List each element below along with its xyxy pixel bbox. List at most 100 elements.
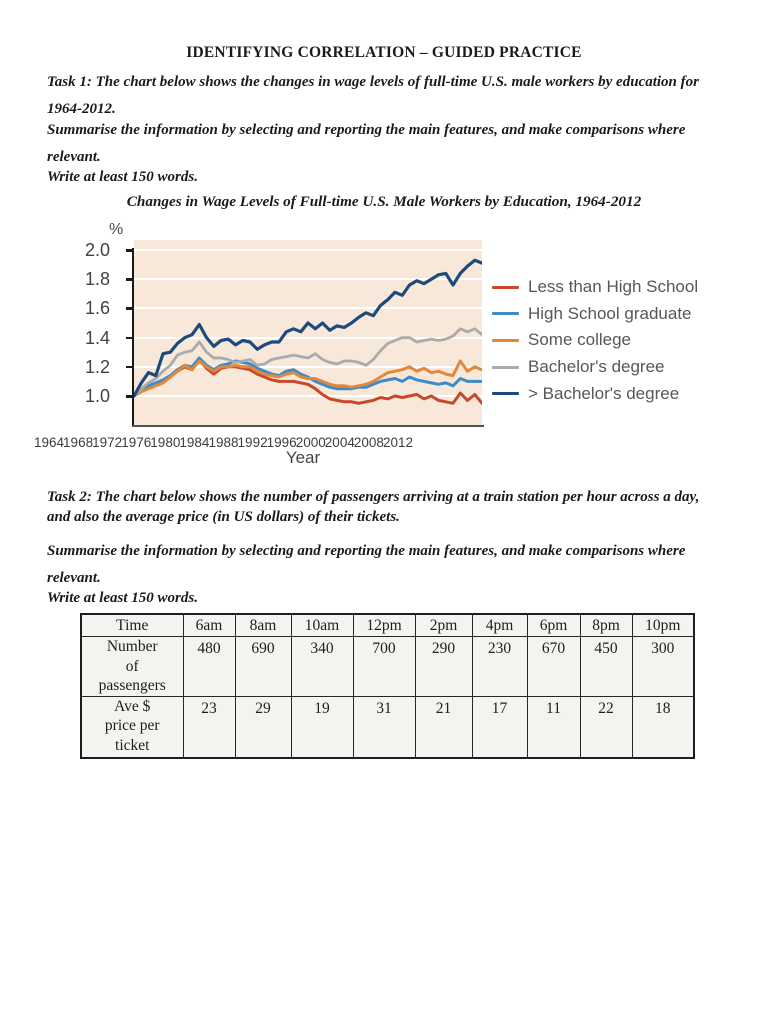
x-tick-label: 1976 — [121, 435, 152, 450]
legend-label: Bachelor's degree — [528, 357, 665, 377]
y-tick-mark — [126, 307, 134, 310]
table-header-row: Time 6am 8am 10am 12pm 2pm 4pm 6pm 8pm 10pm — [80, 613, 695, 637]
legend-swatch — [492, 312, 519, 316]
table-cell: 340 — [290, 636, 354, 697]
text-line: Summarise the information by selecting a… — [47, 122, 686, 138]
chart-title: Changes in Wage Levels of Full-time U.S.… — [126, 193, 642, 210]
y-tick-label: 2.0 — [84, 240, 110, 260]
table-cell: 19 — [290, 695, 354, 759]
legend-label: High School graduate — [528, 303, 692, 323]
x-tick-label: 2004 — [324, 435, 355, 450]
table-header-cell: 6am — [182, 613, 236, 637]
table-cell: 480 — [182, 636, 236, 697]
gridline — [134, 307, 482, 310]
x-tick-label: 1984 — [179, 435, 210, 450]
table-cell: 31 — [352, 695, 416, 759]
x-tick-label: 1996 — [266, 435, 297, 450]
text-line: Task 1: The chart below shows the change… — [47, 74, 699, 90]
table-cell: 290 — [414, 636, 473, 697]
x-tick-label: 1988 — [208, 435, 239, 450]
y-tick-label: 1.4 — [84, 327, 110, 348]
table-cell: 11 — [526, 695, 581, 759]
gridline — [134, 249, 482, 251]
table-cell: 17 — [471, 695, 528, 759]
y-tick-mark — [126, 336, 134, 340]
y-tick-label: 1.2 — [84, 356, 110, 377]
legend-label: Less than High School — [528, 277, 699, 296]
y-tick-label: 1.6 — [84, 298, 110, 319]
series-line-bachelor-s-degree — [134, 327, 482, 398]
table-header-cell: 4pm — [471, 613, 528, 637]
page-title: IDENTIFYING CORRELATION – GUIDED PRACTIC… — [186, 44, 582, 61]
plot-area — [131, 240, 484, 427]
x-tick-label: 1972 — [92, 435, 123, 450]
x-tick-label: 1968 — [63, 435, 94, 450]
wage-levels-line-chart: % Year 2.0 1.8 1.6 1.4 1.2 1.0 1964 1968 1972 197… — [0, 218, 768, 480]
task2-word-count: Write at least 150 words. — [47, 590, 198, 606]
gridline — [134, 395, 482, 397]
y-tick-mark — [126, 395, 134, 398]
chart-series-svg — [134, 258, 482, 405]
gridline — [134, 336, 482, 339]
text-line: and also the average price (in US dollar… — [47, 508, 400, 525]
table-header-cell: 10pm — [631, 613, 695, 637]
gridline — [134, 278, 482, 281]
table-cell: 690 — [234, 636, 292, 697]
legend-swatch — [492, 338, 519, 342]
legend-swatch — [492, 365, 519, 369]
task1-instruction: Summarise the information by selecting a… — [47, 117, 737, 170]
y-tick-mark — [126, 365, 134, 369]
table-cell: 450 — [579, 636, 633, 697]
table-header-cell: 12pm — [352, 613, 416, 637]
task2-prompt: Task 2: The chart below shows the number… — [47, 488, 737, 527]
y-tick-label: 1.8 — [84, 269, 110, 290]
series-line-some-college — [134, 359, 482, 398]
task2-instruction: Summarise the information by selecting a… — [47, 538, 737, 591]
table-row-label: Ave $ price per ticket — [80, 695, 184, 759]
legend-swatch — [492, 285, 519, 289]
y-axis-unit-label: % — [109, 221, 124, 238]
table-cell: 300 — [631, 636, 695, 697]
table-cell: 670 — [526, 636, 581, 697]
text-line: 1964-2012. — [47, 100, 116, 117]
y-tick-label: 1.0 — [84, 386, 110, 406]
table-row: Ave $ price per ticket 23 29 19 31 21 17 11 22 18 — [80, 695, 695, 759]
x-tick-label: 2008 — [353, 435, 384, 450]
passenger-data-table: Time 6am 8am 10am 12pm 2pm 4pm 6pm 8pm 10pm Number… — [80, 613, 695, 759]
table-cell: 18 — [631, 695, 695, 759]
x-axis-line — [131, 424, 484, 427]
table-header-cell: Time — [80, 613, 184, 637]
legend-swatch — [492, 392, 519, 396]
text-line: relevant. — [47, 148, 101, 165]
table-cell: 22 — [579, 695, 633, 759]
x-tick-label: 1980 — [150, 435, 181, 450]
y-tick-mark — [126, 278, 134, 281]
table-cell: 29 — [234, 695, 292, 759]
table-header-cell: 10am — [290, 613, 354, 637]
table-header-cell: 8pm — [579, 613, 633, 637]
x-tick-label: 1992 — [237, 435, 268, 450]
table-header-cell: 8am — [234, 613, 292, 637]
table-cell: 700 — [352, 636, 416, 697]
text-line: Task 2: The chart below shows the number… — [47, 489, 700, 505]
gridline — [134, 365, 482, 368]
task1-prompt: Task 1: The chart below shows the change… — [47, 69, 737, 122]
x-tick-label: 2012 — [382, 435, 413, 450]
x-tick-label: 1964 — [33, 435, 65, 450]
series-line--bachelor-s-degree — [134, 258, 482, 398]
x-axis-title: Year — [285, 448, 321, 467]
table-cell: 230 — [471, 636, 528, 697]
task1-word-count: Write at least 150 words. — [47, 169, 198, 185]
table-header-cell: 6pm — [526, 613, 581, 637]
table-row: Number of passengers 480 690 340 700 290 230 67… — [80, 636, 695, 697]
legend-label: Some college — [528, 330, 632, 350]
legend-label: > Bachelor's degree — [528, 383, 680, 403]
table-cell: 23 — [182, 695, 236, 759]
table-row-label: Number of passengers — [80, 636, 184, 697]
text-line: Summarise the information by selecting a… — [47, 543, 686, 559]
text-line: relevant. — [47, 569, 101, 586]
table-header-cell: 2pm — [414, 613, 473, 637]
x-tick-label: 2000 — [295, 435, 326, 450]
table-cell: 21 — [414, 695, 473, 759]
